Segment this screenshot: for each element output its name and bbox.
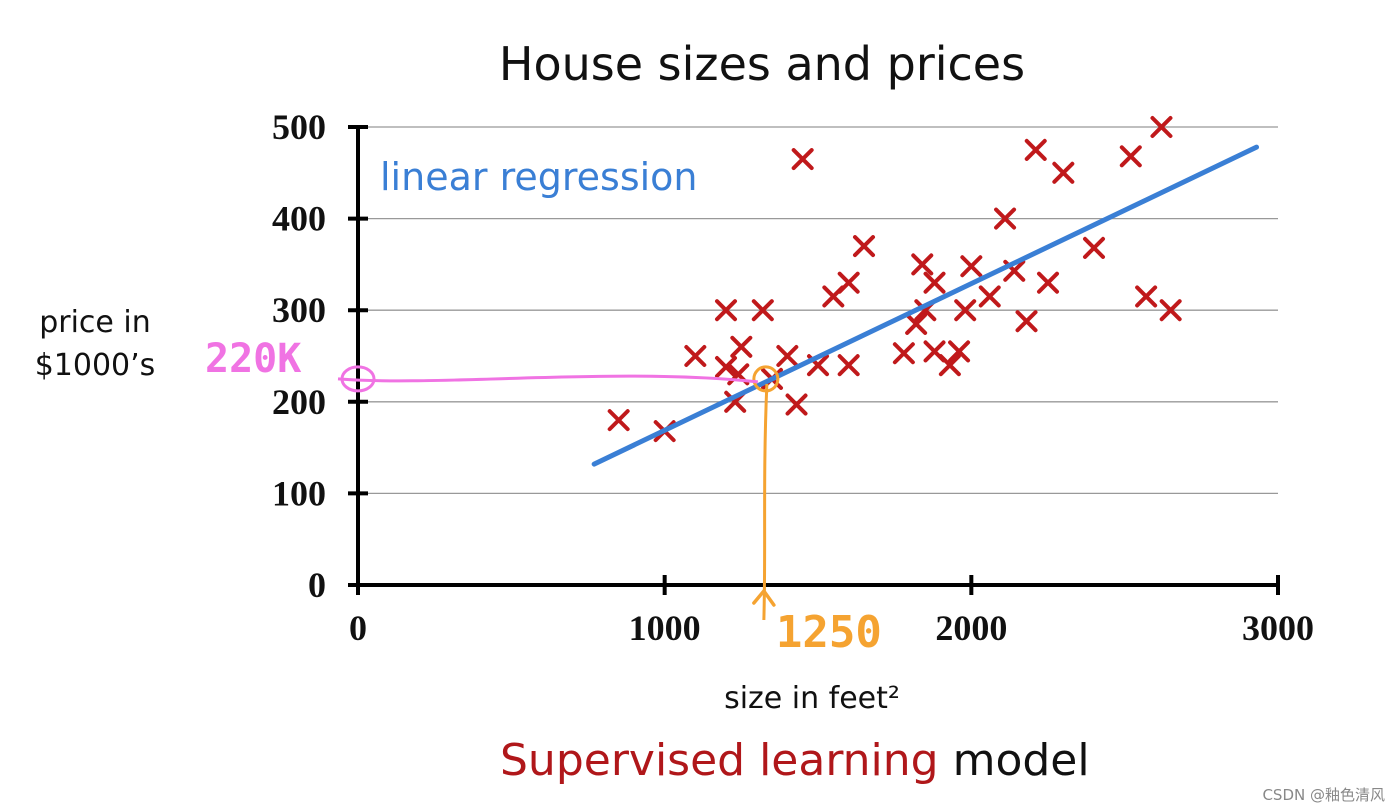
data-point-35 (1083, 236, 1105, 259)
data-point-33 (1037, 271, 1059, 294)
x-tick-label-1000: 1000 (629, 608, 701, 648)
data-point-34 (1052, 161, 1075, 184)
y-tick-label-100: 100 (272, 473, 326, 513)
chart-title: House sizes and prices (499, 37, 1025, 91)
y-tick-label-200: 200 (272, 382, 326, 422)
y-annotation-line (337, 374, 759, 384)
data-point-8 (751, 299, 774, 322)
data-point-18 (892, 342, 915, 365)
tick-labels: 0 100 200 300 400 500 0 1000 2000 3000 (272, 107, 1314, 648)
data-point-16 (837, 354, 860, 377)
caption-rest: model (939, 735, 1090, 786)
data-point-37 (1135, 285, 1158, 308)
grid-lines (358, 126, 1278, 495)
caption-highlight: Supervised learning (500, 735, 939, 786)
y-annotation-label: 220K (205, 336, 301, 382)
y-axis-label-line2: $1000’s (35, 348, 156, 383)
data-point-2 (684, 345, 707, 367)
x-axis-label: size in feet² (724, 681, 900, 716)
data-point-22 (923, 271, 946, 294)
data-point-36 (1119, 145, 1142, 168)
data-point-24 (938, 354, 961, 377)
data-point-27 (960, 255, 983, 278)
watermark: CSDN @釉色清风 (1262, 786, 1385, 804)
data-point-17 (853, 235, 875, 258)
annotations: 1250 220K (205, 336, 882, 658)
data-point-32 (1024, 138, 1047, 161)
data-point-31 (1015, 310, 1038, 333)
data-point-28 (978, 285, 1001, 308)
axes (348, 125, 1280, 595)
regression-line-group (591, 144, 1260, 467)
y-tick-label-0: 0 (308, 565, 326, 605)
y-axis-label-line1: price in (39, 305, 151, 340)
data-point-0 (607, 409, 630, 432)
data-point-11 (785, 393, 808, 416)
data-point-15 (837, 271, 860, 294)
regression-line (591, 144, 1260, 467)
data-point-6 (730, 335, 753, 358)
y-annotation-circle (340, 365, 376, 393)
data-point-10 (776, 345, 799, 367)
regression-line-label: linear regression (380, 155, 698, 199)
data-point-26 (954, 299, 977, 322)
y-tick-label-300: 300 (272, 290, 326, 330)
data-point-39 (1159, 299, 1182, 322)
x-tick-label-2000: 2000 (935, 608, 1007, 648)
data-point-20 (911, 253, 934, 276)
x-annotation-arrowhead (752, 589, 776, 607)
y-tick-label-400: 400 (272, 199, 326, 239)
data-point-3 (715, 299, 737, 322)
y-tick-label-500: 500 (272, 107, 326, 147)
caption: Supervised learning model (500, 735, 1090, 786)
x-annotation-label: 1250 (776, 607, 882, 658)
intersection-circle (752, 365, 780, 393)
data-point-29 (994, 207, 1017, 230)
data-point-19 (905, 312, 928, 335)
data-point-12 (791, 148, 814, 171)
data-point-25 (948, 340, 971, 363)
data-point-4 (715, 355, 737, 378)
x-tick-label-3000: 3000 (1242, 608, 1314, 648)
x-tick-label-0: 0 (349, 608, 367, 648)
data-point-38 (1150, 116, 1173, 138)
